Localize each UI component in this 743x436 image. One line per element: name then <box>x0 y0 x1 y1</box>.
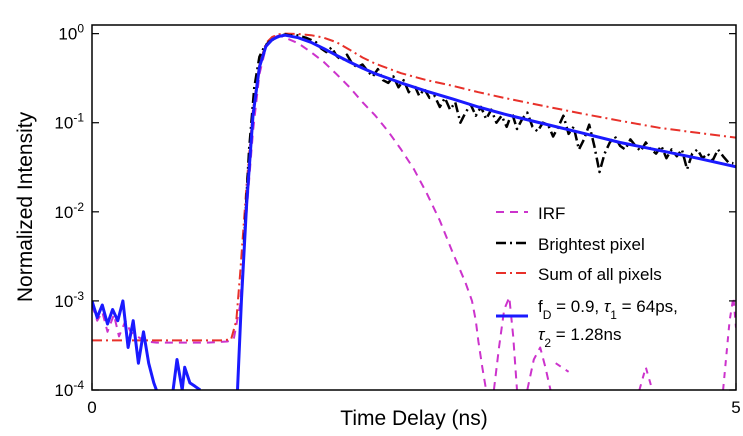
series-line-3 <box>555 362 570 373</box>
series-line-9 <box>171 358 202 390</box>
series-line-6 <box>92 32 736 342</box>
series-line-8 <box>92 299 158 390</box>
x-tick-label-1: 5 <box>731 398 740 417</box>
series-line-5 <box>722 296 736 390</box>
legend-label-brightest: Brightest pixel <box>538 235 645 254</box>
tick-layer: 100 10-1 10-2 10-3 10-40 5 <box>54 22 740 417</box>
y-axis-label: Normalized Intensity <box>14 111 37 302</box>
legend-label-fit-line1: fD = 0.9, τ1 = 64ps, <box>538 297 678 322</box>
legend-lines <box>496 211 528 318</box>
series-line-7 <box>242 33 734 243</box>
legend: IRF Brightest pixel Sum of all pixels fD… <box>496 204 678 350</box>
series-line-2 <box>526 346 552 390</box>
y-tick-label-4: 10-4 <box>54 378 84 400</box>
plot-background <box>92 25 736 390</box>
legend-label-irf: IRF <box>538 204 565 223</box>
y-tick-label-1: 10-1 <box>54 111 84 133</box>
x-axis-label: Time Delay (ns) <box>340 407 487 430</box>
x-tick-label-0: 0 <box>87 398 96 417</box>
series-line-10 <box>236 33 736 390</box>
y-tick-label-2: 10-2 <box>54 200 84 222</box>
plot-frame <box>91 24 737 391</box>
series-line-4 <box>638 366 654 390</box>
y-tick-label-0: 100 <box>58 22 84 44</box>
series-layer <box>92 32 736 390</box>
legend-label-fit-line2: τ2 = 1.28ns <box>538 325 621 350</box>
y-tick-label-3: 10-3 <box>54 289 84 311</box>
legend-label-sum: Sum of all pixels <box>538 265 662 284</box>
series-line-1 <box>492 296 518 390</box>
